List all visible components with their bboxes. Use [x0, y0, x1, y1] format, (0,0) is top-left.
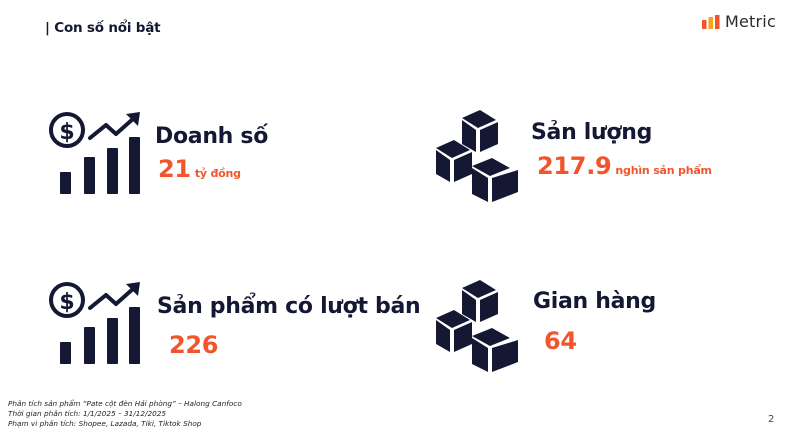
revenue-title: Doanh số: [155, 124, 269, 149]
footer-notes: Phân tích sản phẩm “Pate cột đèn Hải phò…: [8, 399, 242, 429]
products-value: 226: [169, 331, 219, 359]
volume-title: Sản lượng: [531, 120, 653, 145]
footer-line-period: Thời gian phân tích: 1/1/2025 – 31/12/20…: [8, 409, 167, 418]
boxes-icon: [436, 110, 518, 202]
logo-text: Metric: [725, 12, 776, 31]
metric-logo: Metric: [702, 12, 776, 31]
shops-value: 64: [544, 327, 577, 355]
revenue-value: 21 tỷ đồng: [158, 155, 241, 183]
svg-text:$: $: [59, 290, 74, 315]
boxes-icon: [436, 280, 518, 372]
revenue-chart-icon: $: [49, 112, 140, 194]
footer-line-scope: Phạm vi phân tích: Shopee, Lazada, Tiki,…: [8, 419, 202, 428]
revenue-chart-icon: $: [49, 282, 140, 364]
svg-text:$: $: [59, 120, 74, 145]
footer-line-product: Phân tích sản phẩm “Pate cột đèn Hải phò…: [8, 399, 242, 408]
slide-title: | Con số nổi bật: [45, 20, 161, 36]
products-number: 226: [169, 331, 219, 359]
products-title: Sản phẩm có lượt bán: [157, 294, 421, 319]
revenue-number: 21: [158, 155, 191, 183]
revenue-unit: tỷ đồng: [194, 167, 241, 180]
metric-logo-icon: [702, 14, 720, 29]
volume-number: 217.9: [537, 152, 612, 180]
volume-value: 217.9 nghìn sản phẩm: [537, 152, 712, 180]
shops-number: 64: [544, 327, 577, 355]
page-number: 2: [768, 414, 775, 425]
volume-unit: nghìn sản phẩm: [615, 164, 712, 177]
shops-title: Gian hàng: [533, 289, 656, 314]
